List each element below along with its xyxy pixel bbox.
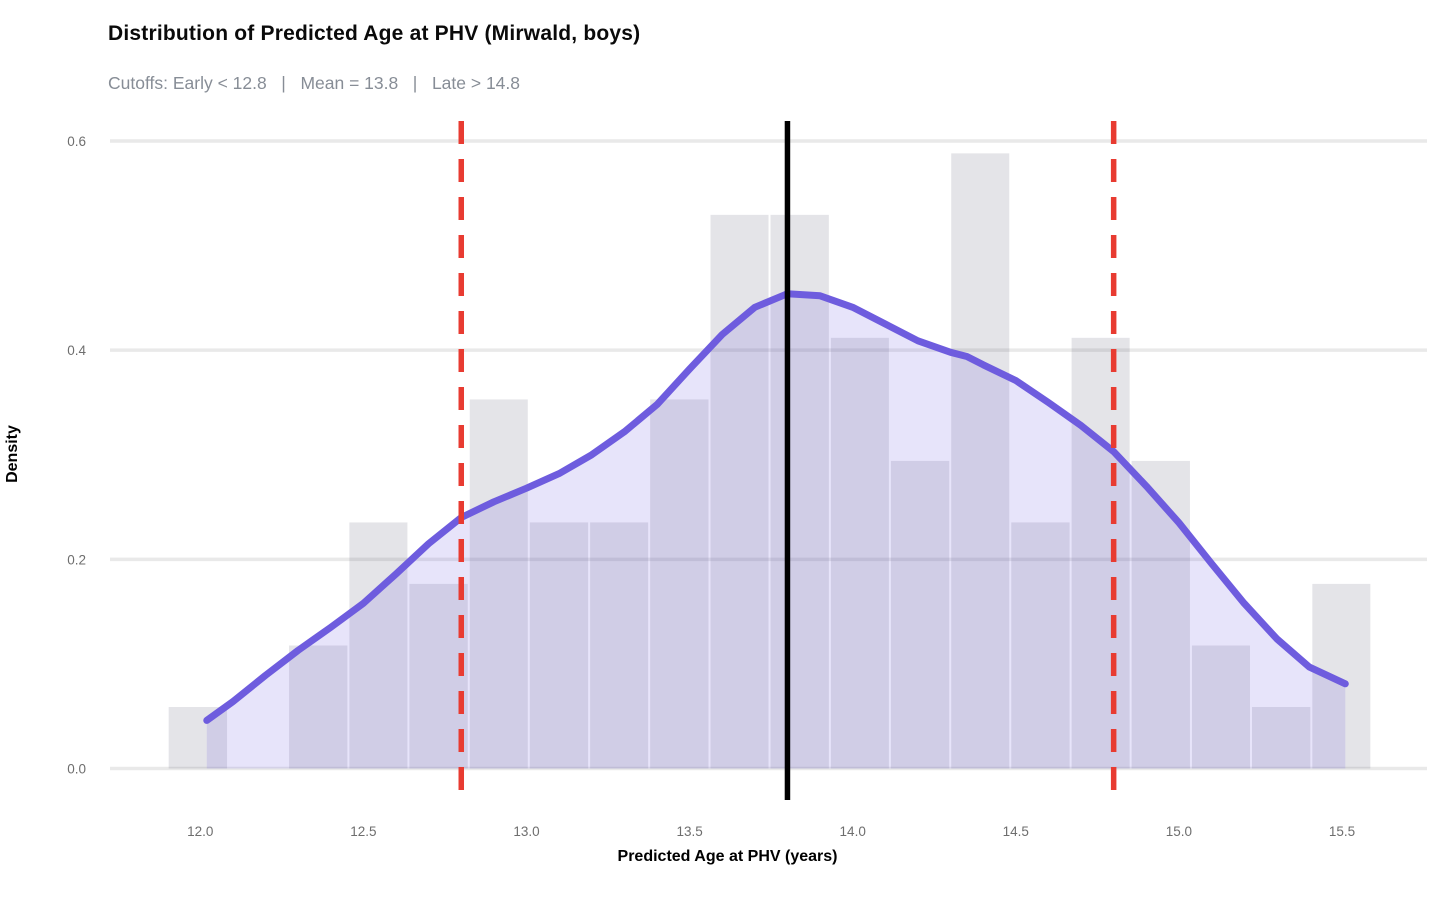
x-axis-title: Predicted Age at PHV (years)	[617, 848, 838, 865]
histogram-bar	[890, 460, 950, 769]
histogram-bar	[1011, 522, 1070, 769]
x-tick-label: 12.5	[350, 824, 376, 839]
histogram-bar	[289, 645, 348, 769]
histogram-bar	[650, 399, 709, 769]
histogram-bar	[590, 522, 649, 769]
x-tick-label: 13.5	[676, 824, 702, 839]
histogram-bar	[469, 399, 528, 769]
x-tick-label: 14.0	[840, 824, 866, 839]
histogram-bar	[1071, 337, 1130, 769]
x-tick-label: 12.0	[187, 824, 213, 839]
histogram-bar	[529, 522, 589, 769]
y-axis-title: Density	[4, 425, 21, 483]
y-tick-label: 0.0	[67, 762, 86, 777]
chart-title: Distribution of Predicted Age at PHV (Mi…	[108, 22, 641, 45]
y-tick-label: 0.4	[67, 343, 86, 358]
histogram-bar	[1131, 460, 1190, 769]
histogram-bar	[409, 583, 468, 769]
chart-subtitle: Cutoffs: Early < 12.8 | Mean = 13.8 | La…	[108, 73, 521, 93]
x-tick-label: 13.0	[513, 824, 539, 839]
x-tick-label: 15.5	[1329, 824, 1355, 839]
histogram-bar	[1191, 645, 1250, 769]
histogram-bar	[830, 337, 889, 769]
y-tick-label: 0.2	[67, 552, 86, 567]
x-tick-label: 14.5	[1003, 824, 1029, 839]
histogram-bar	[168, 707, 228, 769]
y-tick-label: 0.6	[67, 134, 86, 149]
histogram-bar	[951, 153, 1010, 769]
histogram-bar	[1251, 707, 1311, 769]
x-tick-label: 15.0	[1166, 824, 1192, 839]
histogram-bar	[349, 522, 408, 769]
histogram-bar	[770, 214, 829, 769]
